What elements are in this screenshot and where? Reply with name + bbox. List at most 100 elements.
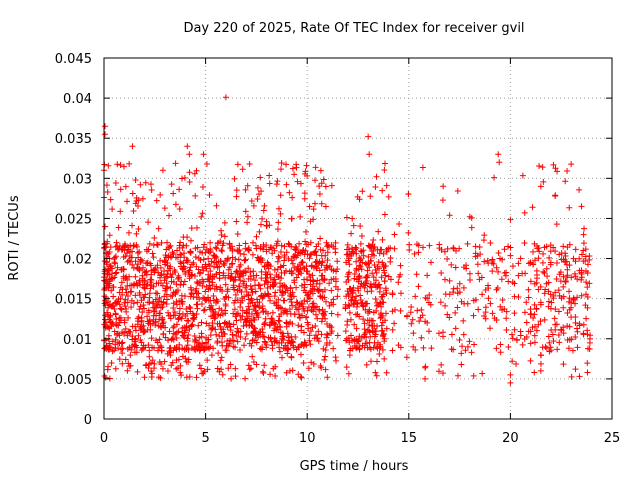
data-point [584, 304, 591, 311]
data-point [550, 295, 557, 302]
data-point [319, 272, 326, 279]
data-point [237, 304, 244, 311]
data-point [228, 243, 235, 250]
data-point [365, 309, 372, 316]
data-point [249, 289, 256, 296]
data-point [164, 239, 171, 246]
data-point [586, 280, 593, 287]
data-point [330, 345, 337, 352]
data-point [234, 161, 241, 168]
data-point [334, 332, 341, 339]
data-point [322, 346, 329, 353]
data-point [216, 263, 223, 270]
data-point [272, 289, 279, 296]
data-point [531, 369, 538, 376]
data-point [191, 314, 198, 321]
data-point [558, 327, 565, 334]
data-point [198, 365, 205, 372]
data-point [113, 315, 120, 322]
data-point [221, 219, 228, 226]
data-point [261, 338, 268, 345]
data-point [566, 288, 573, 295]
data-point [416, 318, 423, 325]
data-point [378, 274, 385, 281]
data-point [383, 325, 390, 332]
data-point [382, 272, 389, 279]
data-point [138, 314, 145, 321]
data-point [428, 345, 435, 352]
data-point [343, 364, 350, 371]
data-point [134, 299, 141, 306]
data-point [378, 314, 385, 321]
data-point [226, 240, 233, 247]
data-point [247, 365, 254, 372]
data-point [113, 239, 120, 246]
data-point [517, 255, 524, 262]
data-point [186, 151, 193, 158]
data-point [112, 180, 119, 187]
data-point [381, 338, 388, 345]
data-point [170, 336, 177, 343]
data-point [358, 233, 365, 240]
data-point [404, 313, 411, 320]
data-point [169, 251, 176, 258]
data-point [299, 301, 306, 308]
x-tick-label: 0 [100, 431, 108, 446]
data-point [408, 304, 415, 311]
data-point [454, 188, 461, 195]
data-point [547, 305, 554, 312]
data-point [552, 165, 559, 172]
data-point [312, 248, 319, 255]
data-point [334, 258, 341, 265]
data-point [148, 276, 155, 283]
data-point [360, 247, 367, 254]
data-point [529, 204, 536, 211]
data-point [255, 191, 262, 198]
data-point [413, 271, 420, 278]
data-point [237, 261, 244, 268]
data-point [219, 371, 226, 378]
data-point [467, 276, 474, 283]
data-point [233, 311, 240, 318]
data-point [424, 295, 431, 302]
data-point [583, 279, 590, 286]
data-point [460, 284, 467, 291]
data-point [200, 307, 207, 314]
data-point [380, 299, 387, 306]
data-point [194, 244, 201, 251]
data-point [578, 274, 585, 281]
data-point [275, 219, 282, 226]
data-point [279, 354, 286, 361]
data-point [169, 359, 176, 366]
data-point [295, 343, 302, 350]
data-point [146, 290, 153, 297]
data-point [240, 251, 247, 258]
data-point [160, 299, 167, 306]
data-point [188, 272, 195, 279]
data-point [104, 366, 111, 373]
data-point [139, 272, 146, 279]
data-point [217, 312, 224, 319]
data-point [446, 277, 453, 284]
data-point [310, 206, 317, 213]
data-point [468, 224, 475, 231]
data-point [242, 375, 249, 382]
data-point [161, 257, 168, 264]
data-point [124, 277, 131, 284]
data-point [116, 245, 123, 252]
data-point [128, 254, 135, 261]
data-point [556, 339, 563, 346]
data-point [226, 340, 233, 347]
data-point [154, 290, 161, 297]
data-point [584, 293, 591, 300]
data-point [231, 175, 238, 182]
data-point [505, 343, 512, 350]
data-point [271, 276, 278, 283]
data-point [328, 328, 335, 335]
data-point [129, 333, 136, 340]
data-point [209, 325, 216, 332]
data-point [361, 320, 368, 327]
data-point [232, 344, 239, 351]
data-point [582, 246, 589, 253]
data-point [272, 373, 279, 380]
